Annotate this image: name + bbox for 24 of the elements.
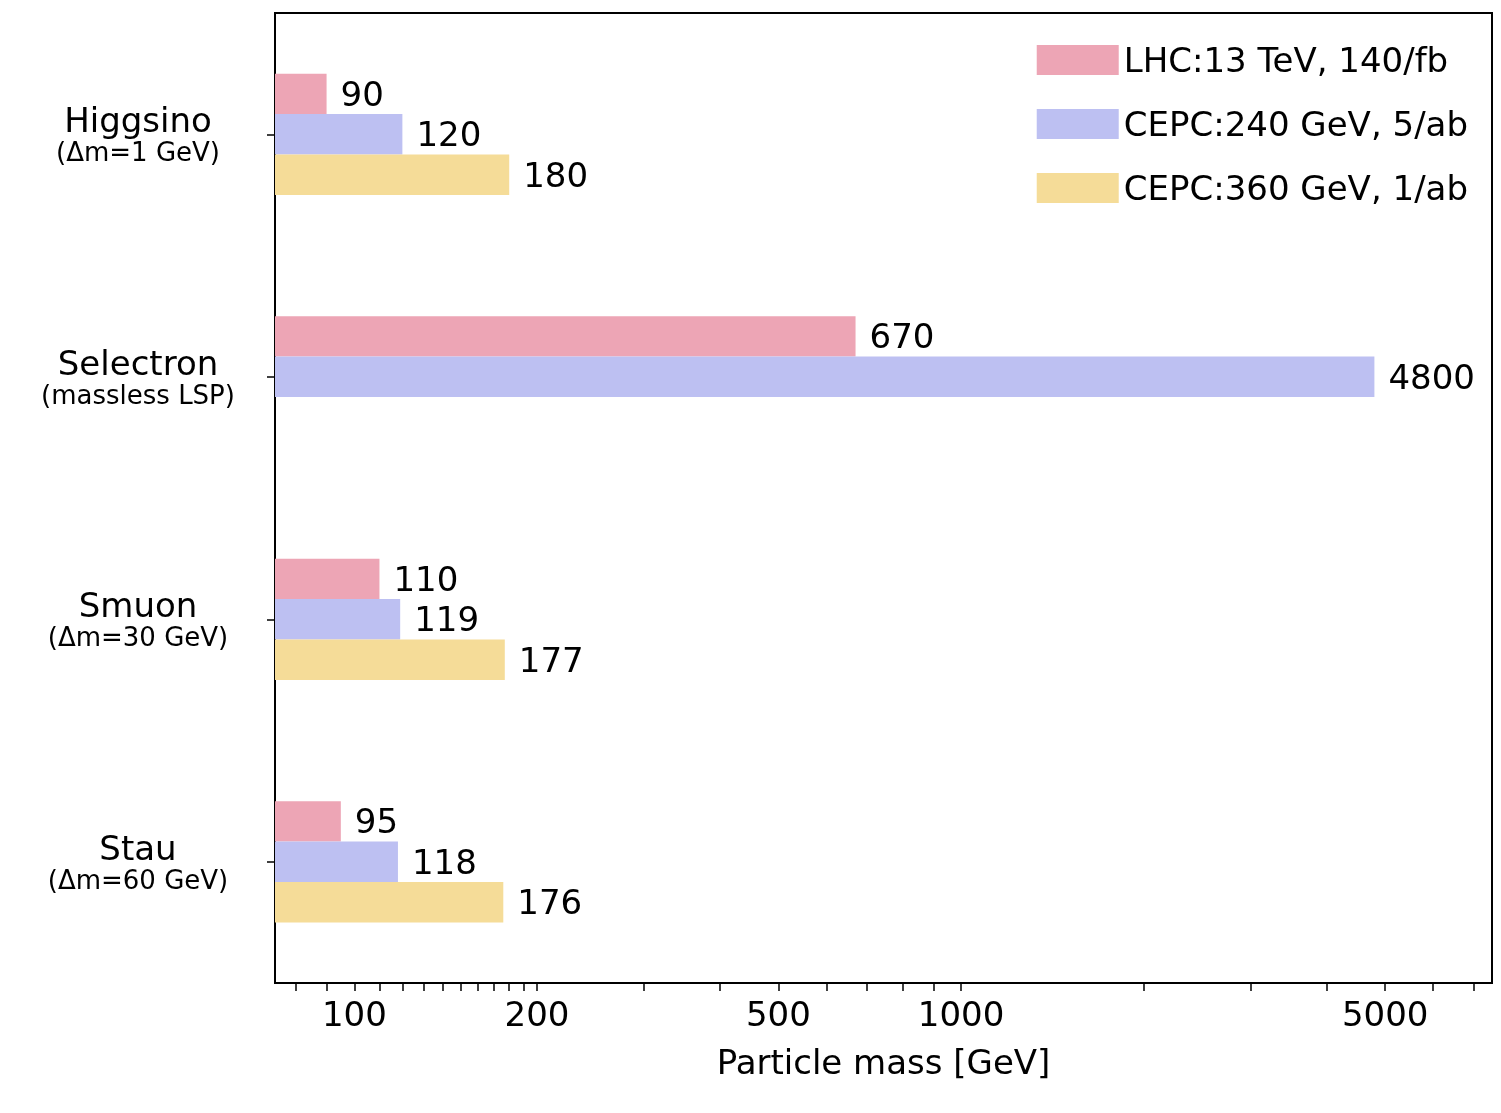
legend-label: LHC:13 TeV, 140/fb [1123,40,1449,80]
data-label: 176 [517,882,583,923]
legend-label: CEPC:360 GeV, 1/ab [1123,168,1469,208]
data-label: 90 [340,73,384,114]
x-tick-label: 200 [504,994,570,1034]
x-tick-label: 100 [321,994,387,1034]
x-tick-label: 5000 [1341,994,1429,1034]
y-tick-label: Higgsino (Δm=1 GeV) [56,100,220,168]
x-axis-title: Particle mass [GeV] [716,1042,1051,1082]
y-tick-label: Smuon (Δm=30 GeV) [47,585,229,653]
data-label: 119 [414,599,480,640]
data-label: 110 [393,558,459,599]
legend-label: CEPC:240 GeV, 5/ab [1123,104,1469,144]
data-label: 177 [518,639,584,680]
data-label: 4800 [1388,356,1475,397]
y-tick-label: Stau (Δm=60 GeV) [47,827,229,895]
data-label: 118 [411,841,477,882]
data-label: 180 [523,154,589,195]
y-tick-label: Selectron (massless LSP) [41,342,235,410]
data-label: 670 [869,316,935,357]
data-label: 120 [416,114,482,155]
x-tick-label: 500 [745,994,811,1034]
x-tick-label: 1000 [917,994,1005,1034]
data-label: 95 [354,801,399,842]
